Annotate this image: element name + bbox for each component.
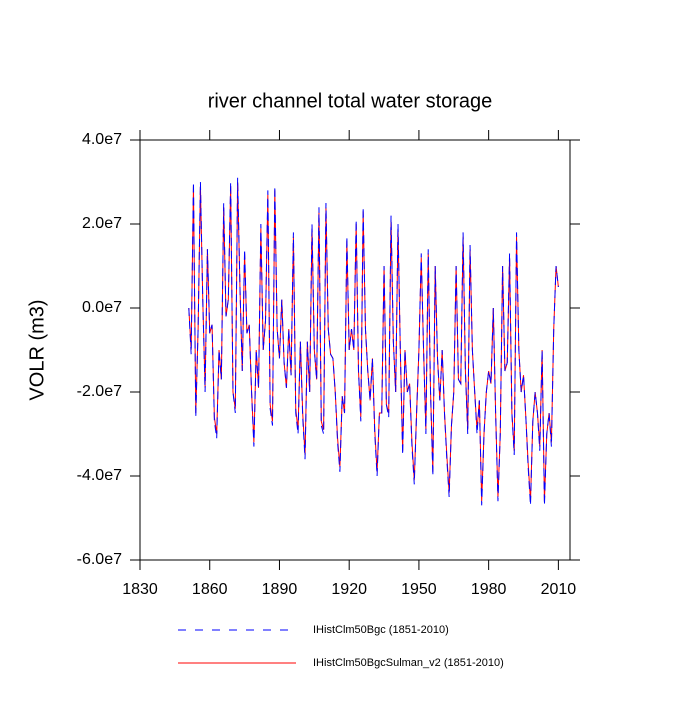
x-tick-label: 1890 [262,581,298,598]
y-tick-label: 4.0e7 [82,131,122,148]
series-line [188,177,559,506]
legend-label: IHistClm50BgcSulman_v2 (1851-2010) [313,657,504,669]
y-tick-label: -6.0e7 [77,551,122,568]
x-tick-label: 1920 [331,581,367,598]
chart-title: river channel total water storage [208,90,493,112]
x-tick-label: 1830 [122,581,158,598]
y-axis-label: VOLR (m3) [26,299,48,400]
y-tick-label: -2.0e7 [77,383,122,400]
x-tick-label: 1860 [192,581,228,598]
x-tick-label: 1980 [471,581,507,598]
legend-label: IHistClm50Bgc (1851-2010) [313,624,449,636]
plot-frame [139,139,571,561]
plot-area: -6.0e7 -4.0e7 -2.0e7 0.0e7 2.0e7 4.0e7 1830 186… [77,130,580,598]
x-tick-label: 1950 [401,581,437,598]
legend: IHistClm50Bgc (1851-2010) IHistClm50BgcSu… [178,624,504,669]
y-tick-label: 2.0e7 [82,215,122,232]
y-tick-label: -4.0e7 [77,467,122,484]
y-tick-label: 0.0e7 [82,299,122,316]
x-tick-label: 2010 [541,581,577,598]
